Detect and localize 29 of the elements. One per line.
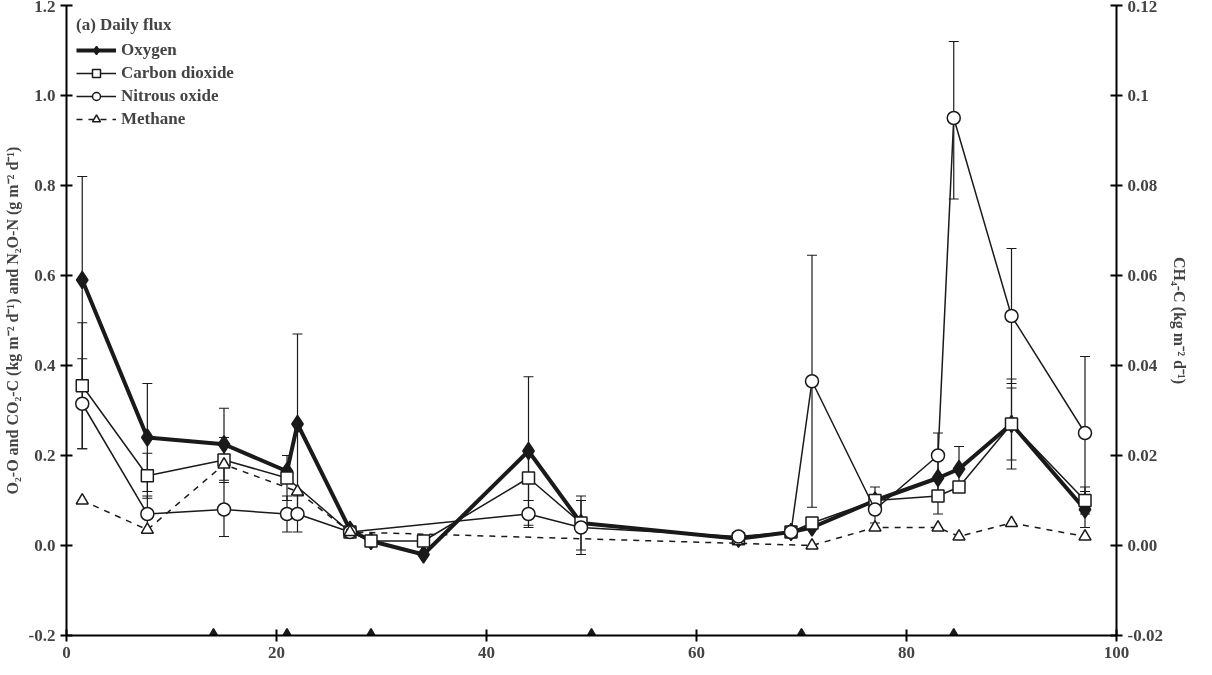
x-tick-label: 80	[898, 642, 915, 662]
x-tick-label: 60	[688, 642, 705, 662]
y-tick-label: -0.2	[28, 626, 56, 645]
x-tick-label: 0	[62, 642, 71, 662]
y2-tick-label: 0.02	[1127, 446, 1158, 465]
legend-label: Nitrous oxide	[121, 86, 219, 106]
y2-tick-label: -0.02	[1127, 626, 1163, 645]
y-tick-label: 0.8	[34, 176, 56, 195]
y-tick-label: 0.0	[34, 536, 56, 555]
y-tick-label: 1.0	[34, 86, 56, 105]
legend-label: Methane	[121, 109, 186, 129]
y-tick-label: 0.2	[34, 446, 56, 465]
y-tick-label: 1.2	[34, 0, 56, 16]
legend-label: Carbon dioxide	[121, 63, 234, 83]
y2-tick-label: 0.00	[1127, 536, 1158, 555]
y2-axis-title: CH₄-C (kg m⁻² d⁻¹)	[1169, 256, 1188, 385]
x-tick-label: 100	[1103, 642, 1130, 662]
x-tick-label: 20	[268, 642, 285, 662]
y2-tick-label: 0.04	[1127, 356, 1158, 375]
y-tick-label: 0.6	[34, 266, 56, 285]
y-axis-title: O₂-O and CO₂-C (kg m⁻² d⁻¹) and N₂O-N (g m⁻² d⁻¹)	[3, 146, 22, 495]
y2-tick-label: 0.12	[1127, 0, 1158, 16]
y2-tick-label: 0.1	[1127, 86, 1149, 105]
y2-tick-label: 0.08	[1127, 176, 1158, 195]
x-tick-label: 40	[478, 642, 495, 662]
y-tick-label: 0.4	[34, 356, 56, 375]
y2-tick-label: 0.06	[1127, 266, 1158, 285]
legend-label: Oxygen	[121, 40, 177, 60]
legend-title: (a) Daily flux	[76, 15, 173, 35]
